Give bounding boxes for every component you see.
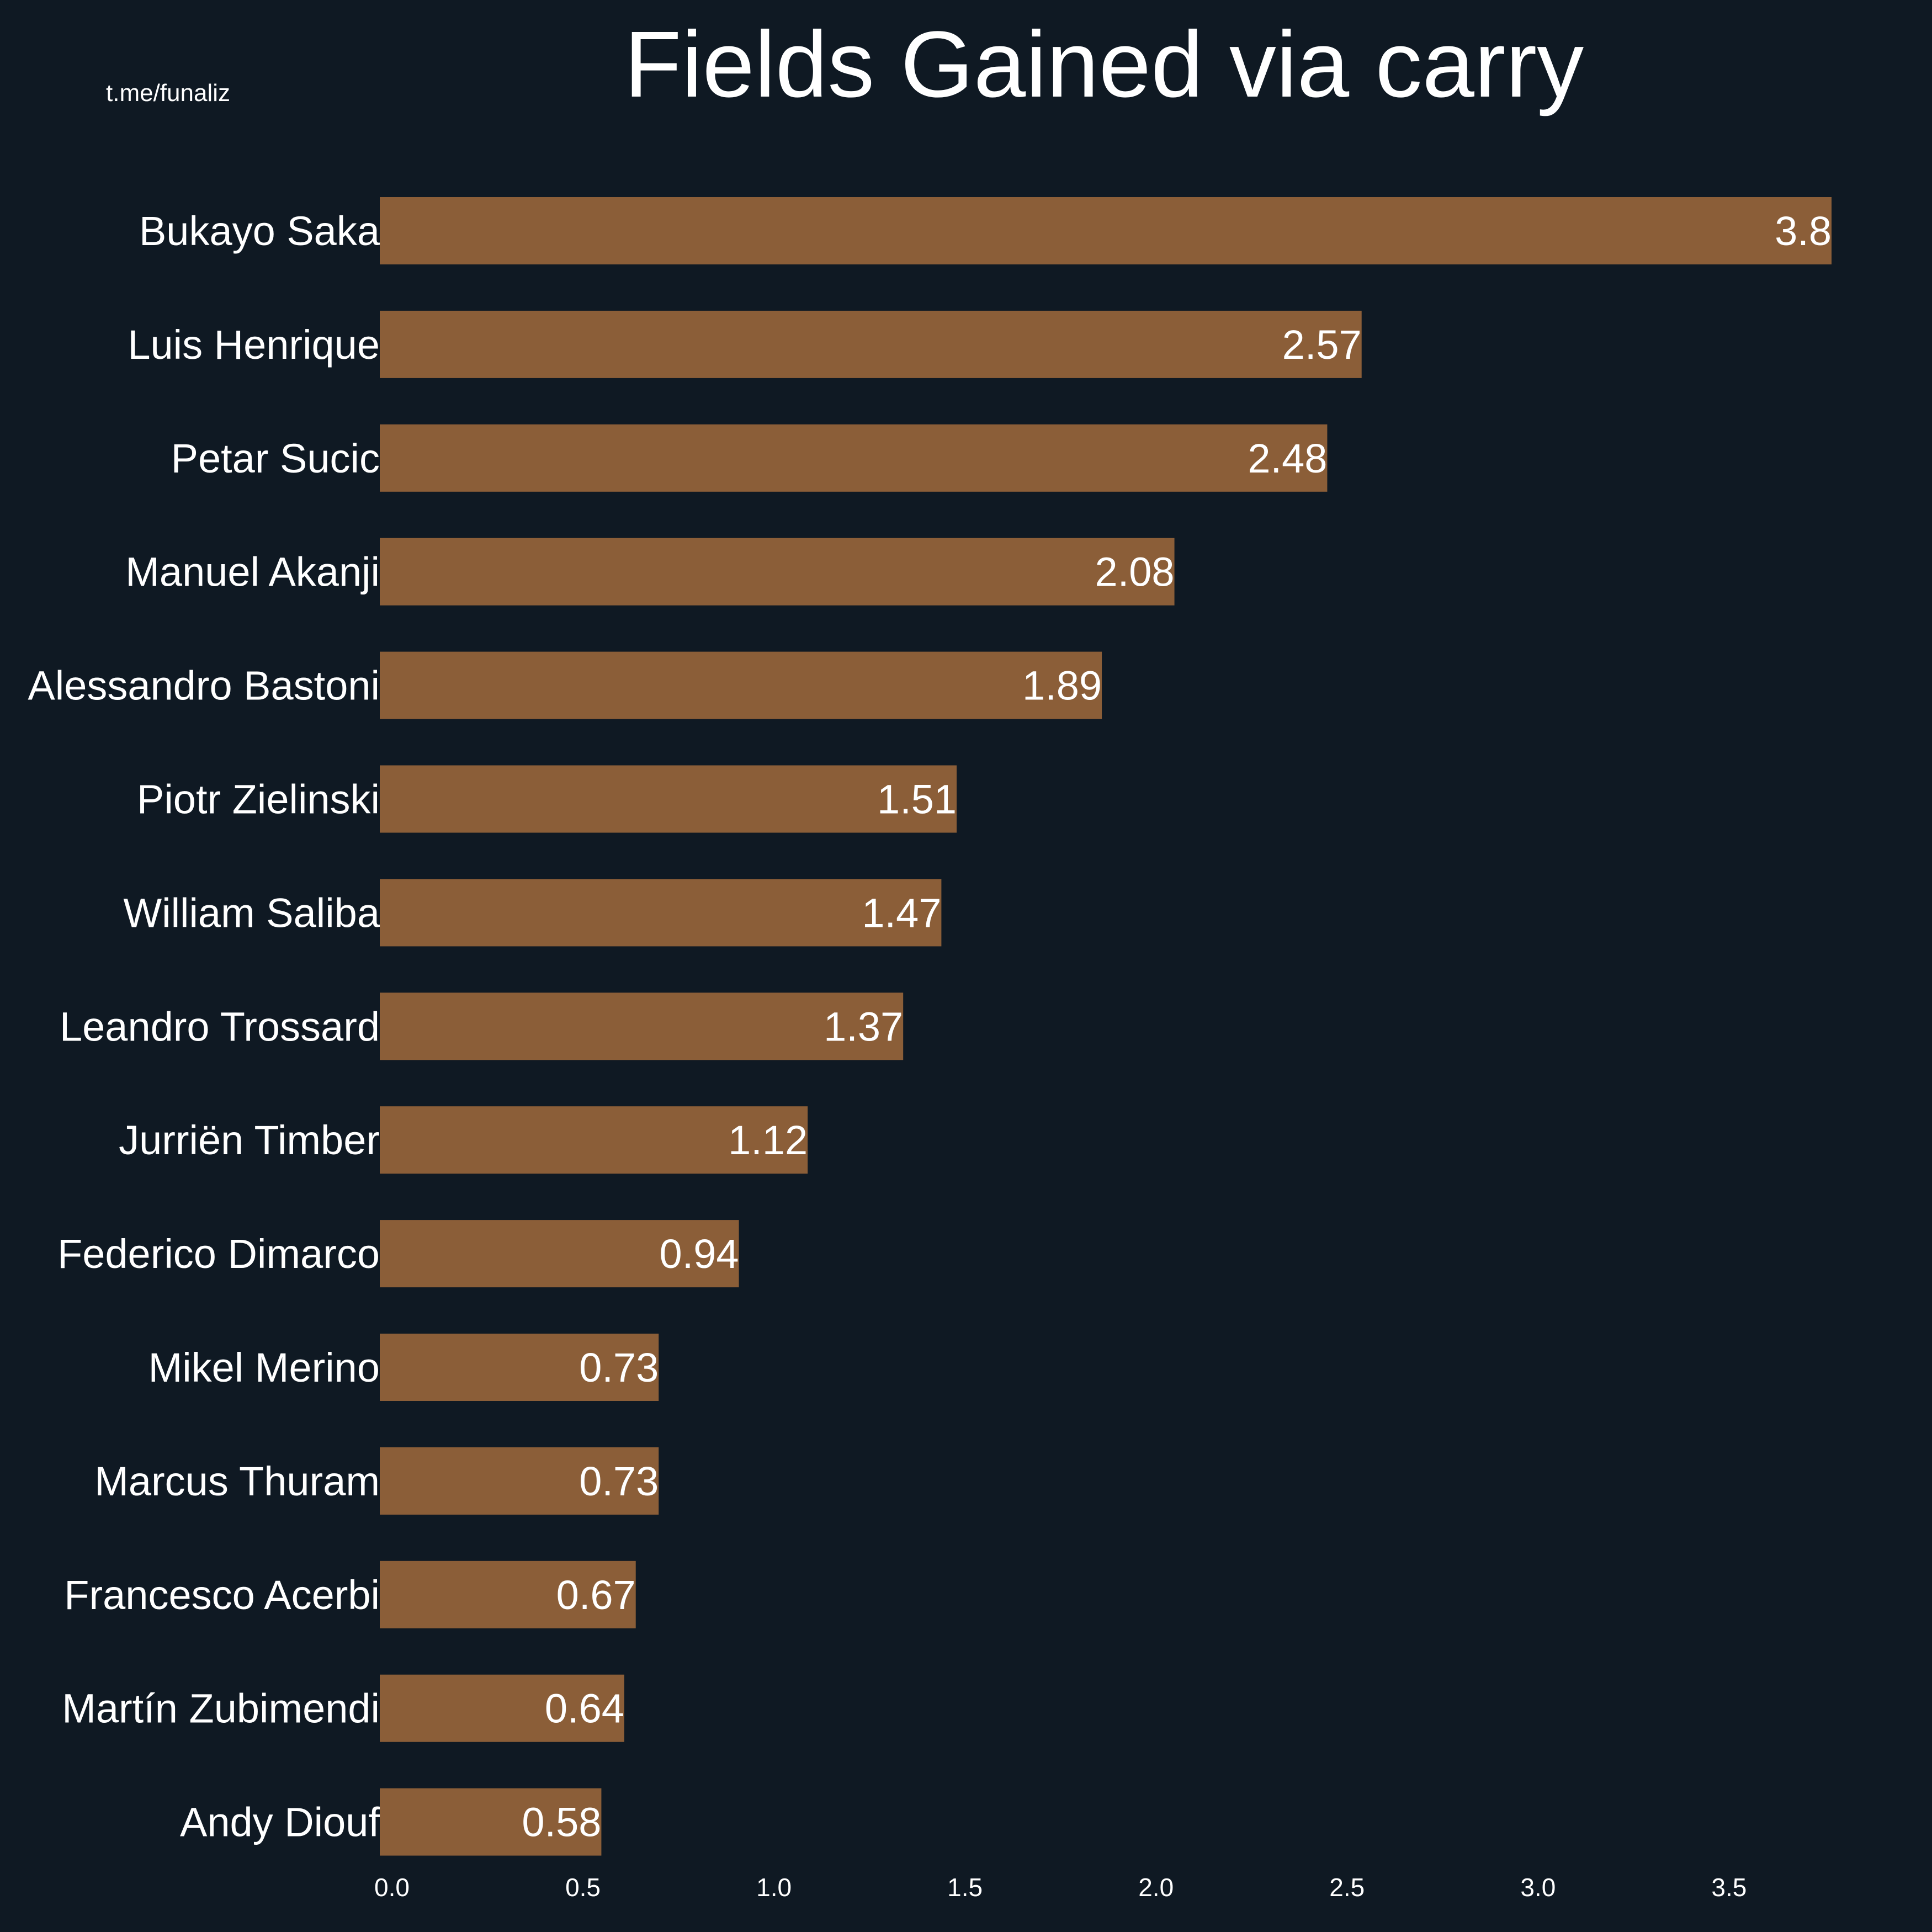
category-label: Petar Sucic [171,436,380,481]
bar-value-label: 0.73 [579,1345,659,1390]
bar-value-label: 2.57 [1282,322,1362,368]
bar-value-label: 0.73 [579,1458,659,1504]
bar-group: 3.8 2.57 2.48 2.08 1.89 1.51 1.47 1.37 1.12 0.94 0… [380,197,1832,1856]
category-label: Marcus Thuram [94,1458,380,1504]
bar [380,879,942,947]
bar [380,1674,624,1742]
category-label: Federico Dimarco [57,1231,380,1277]
bar [380,1106,808,1174]
bar [380,1220,739,1288]
x-tick-label: 1.5 [947,1873,983,1902]
category-label: William Saliba [123,890,380,936]
category-label: Bukayo Saka [139,208,380,254]
x-tick-label: 3.0 [1520,1873,1556,1902]
category-label: Jurriën Timber [119,1117,380,1163]
bar-value-label: 1.47 [862,890,941,936]
x-axis-ticks: 0.0 0.5 1.0 1.5 2.0 2.5 3.0 3.5 [374,1873,1747,1902]
bar [380,538,1175,606]
bar [380,765,957,833]
x-tick-label: 0.5 [565,1873,601,1902]
x-tick-label: 2.5 [1329,1873,1365,1902]
category-label: Mikel Merino [148,1345,380,1390]
bar [380,197,1832,264]
x-tick-label: 1.0 [756,1873,792,1902]
bar-value-label: 3.8 [1775,208,1832,254]
chart-title: Fields Gained via carry [624,12,1584,117]
bar-value-label: 1.89 [1022,663,1102,709]
category-label: Leandro Trossard [60,1004,380,1049]
bar-value-label: 0.94 [660,1231,739,1277]
bar [380,1788,602,1856]
category-label: Manuel Akanji [125,549,380,595]
bar-value-label: 1.37 [824,1004,903,1049]
x-tick-label: 2.0 [1138,1873,1174,1902]
x-tick-label: 0.0 [374,1873,410,1902]
bar [380,424,1328,492]
bar [380,1447,659,1515]
bar-value-label: 1.12 [728,1117,808,1163]
bar-value-label: 1.51 [877,777,957,822]
bar [380,992,904,1060]
category-label: Andy Diouf [180,1800,380,1845]
bar-value-label: 0.64 [545,1686,624,1732]
bar [380,310,1362,378]
category-label: Martín Zubimendi [62,1686,380,1732]
category-label: Luis Henrique [128,322,380,368]
bar-value-label: 2.08 [1095,549,1175,595]
bar [380,1334,659,1401]
x-tick-label: 3.5 [1711,1873,1747,1902]
category-label: Alessandro Bastoni [28,663,380,709]
category-label: Francesco Acerbi [64,1572,380,1618]
bar-value-label: 2.48 [1248,436,1327,481]
bar [380,651,1102,719]
bar [380,1561,636,1628]
watermark: t.me/funaliz [106,79,230,107]
bar-value-label: 0.58 [522,1800,601,1845]
bar-value-label: 0.67 [556,1572,636,1618]
category-label: Piotr Zielinski [137,777,380,822]
y-axis-labels: Bukayo Saka Luis Henrique Petar Sucic Manue… [28,208,380,1845]
